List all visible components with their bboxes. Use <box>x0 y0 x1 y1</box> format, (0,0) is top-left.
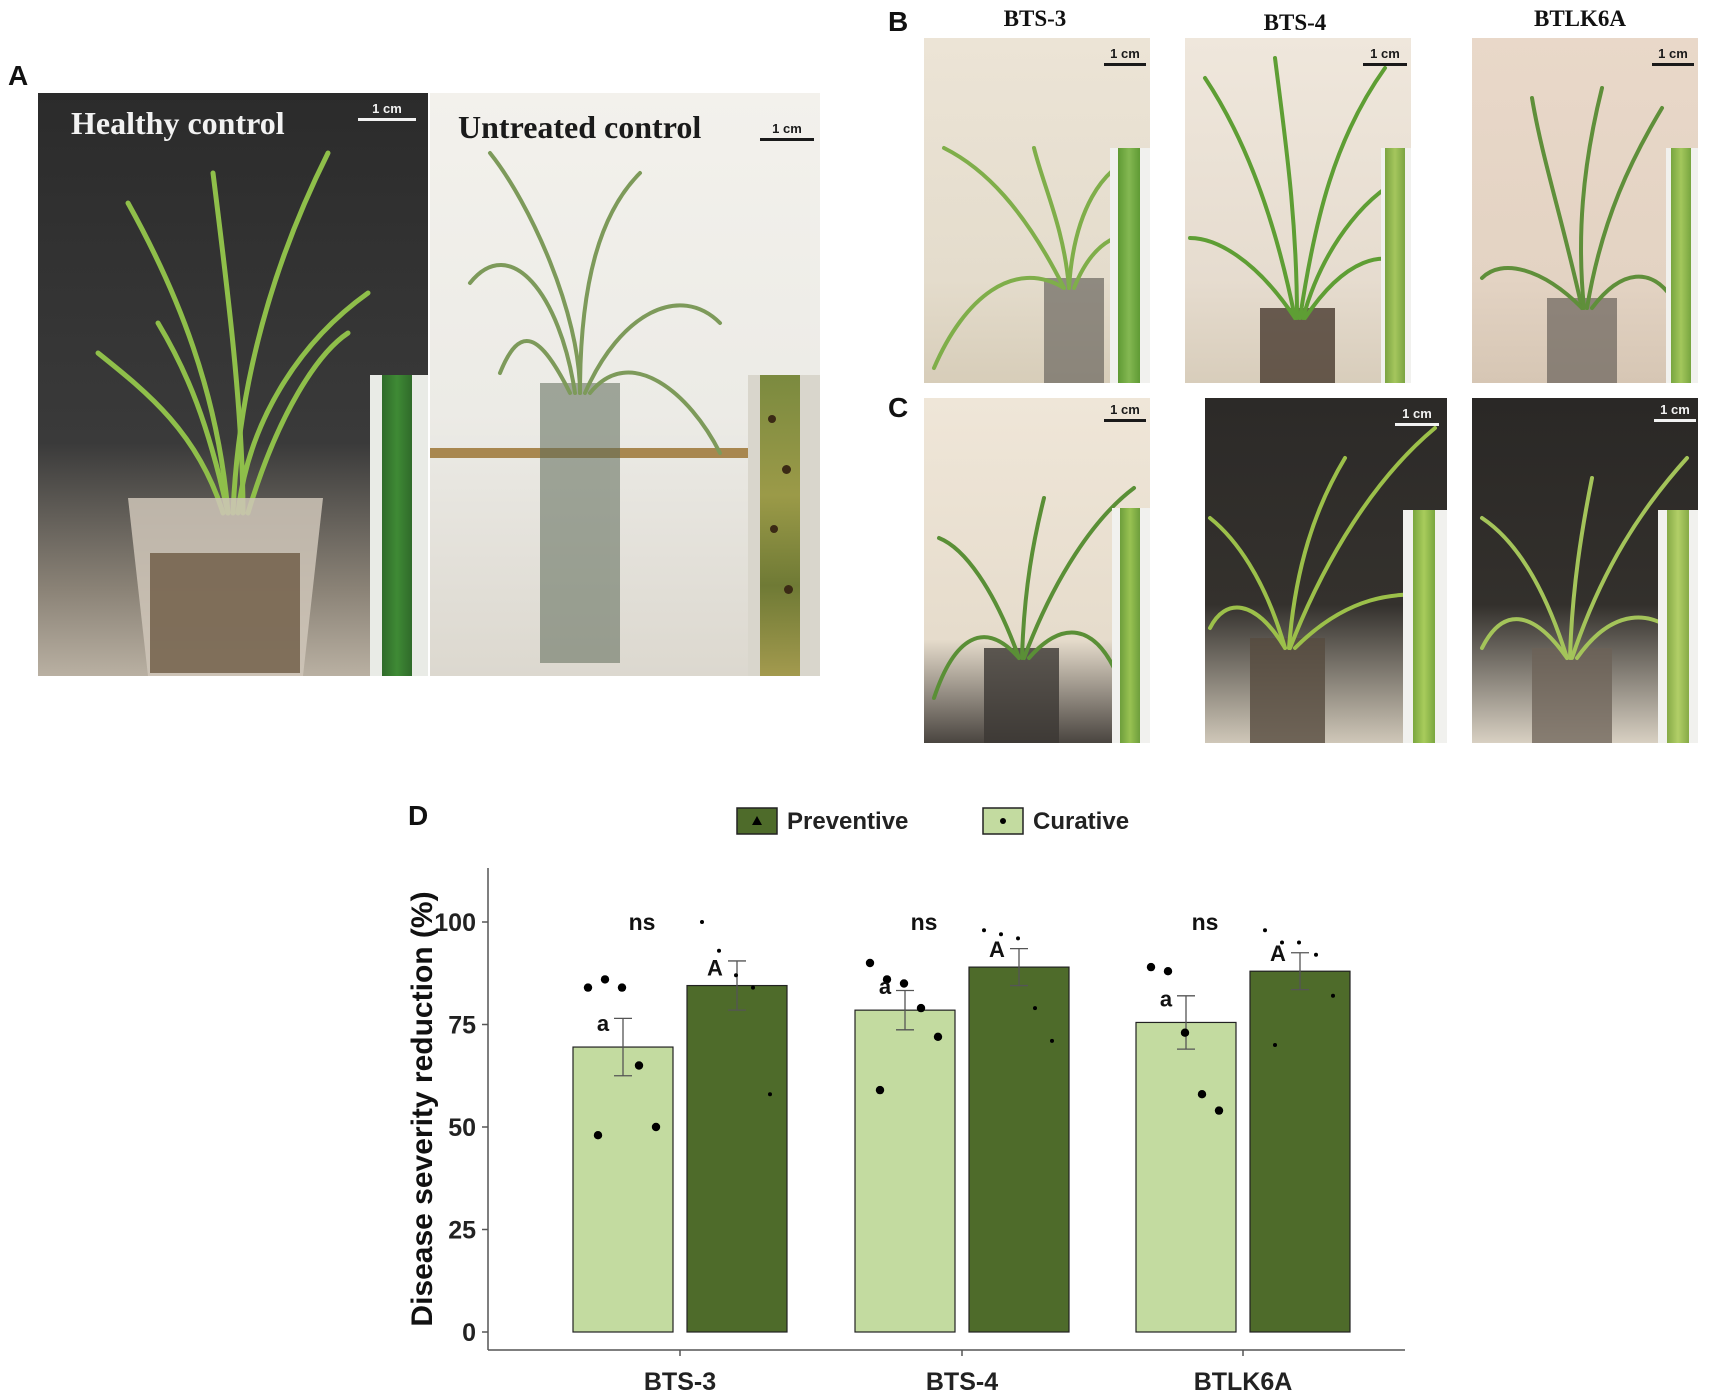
group-letter: A <box>1270 941 1286 966</box>
group-letter: a <box>1160 986 1173 1011</box>
data-point <box>916 1003 926 1013</box>
data-point <box>1146 962 1156 972</box>
data-point <box>1273 1043 1277 1047</box>
data-point <box>1197 1090 1207 1099</box>
leaf-inset-c2 <box>1403 510 1447 743</box>
data-point <box>1314 952 1318 957</box>
x-tick-label: BTS-3 <box>644 1368 716 1396</box>
y-tick-label: 75 <box>448 1012 476 1040</box>
group-letter: A <box>707 956 723 981</box>
preventive-bts3-photo: 1 cm <box>924 38 1150 383</box>
y-tick-label: 50 <box>448 1114 476 1142</box>
untreated-control-photo: Untreated control 1 cm <box>430 93 820 676</box>
preventive-bts4-photo: 1 cm <box>1185 38 1411 383</box>
leaf-inset-b2 <box>1381 148 1411 383</box>
scale-bar-c2: 1 cm <box>1395 406 1439 426</box>
y-tick-label: 100 <box>434 909 476 937</box>
preventive-bar <box>968 966 1070 1333</box>
data-point <box>1214 1106 1224 1115</box>
data-point <box>768 1092 772 1097</box>
y-tick-label: 0 <box>462 1319 476 1347</box>
panel-d-letter: D <box>408 800 429 831</box>
col-title-bts4: BTS-4 <box>1263 10 1327 35</box>
healthy-leaf-inset <box>370 375 428 676</box>
significance-label: ns <box>629 909 656 935</box>
data-point <box>875 1085 885 1095</box>
y-tick-label: 25 <box>448 1217 476 1245</box>
healthy-control-photo: Healthy control 1 cm <box>38 93 428 676</box>
data-point <box>600 975 610 984</box>
data-point <box>617 983 627 992</box>
untreated-leaf-inset <box>748 375 820 676</box>
legend-label-preventive: Preventive <box>787 808 908 835</box>
preventive-bar <box>686 984 788 1333</box>
curative-bar <box>854 1009 956 1333</box>
data-point <box>1163 967 1173 976</box>
data-point <box>717 948 721 953</box>
curative-bts3-photo: 1 cm <box>924 398 1150 743</box>
legend-label-curative: Curative <box>1033 808 1129 835</box>
scale-bar-b1: 1 cm <box>1104 46 1146 66</box>
legend-marker <box>1000 818 1006 824</box>
untreated-control-label: Untreated control <box>458 109 702 145</box>
preventive-bar <box>1249 970 1351 1333</box>
data-point <box>700 920 704 924</box>
data-point <box>865 958 875 968</box>
panel-a-letter: A <box>8 60 29 91</box>
legend-marker <box>752 816 762 825</box>
healthy-control-label: Healthy control <box>71 105 285 141</box>
data-point <box>651 1122 661 1132</box>
curative-bts4-photo: 1 cm <box>1205 398 1447 743</box>
data-point <box>583 983 593 992</box>
leaf-inset-b1 <box>1110 148 1150 383</box>
curative-bar <box>572 1046 674 1333</box>
leaf-inset-b3 <box>1666 148 1698 383</box>
data-point <box>593 1131 603 1140</box>
curative-btlk6a-photo: 1 cm <box>1472 398 1698 743</box>
data-point <box>1297 940 1301 945</box>
preventive-btlk6a-photo: 1 cm <box>1472 38 1698 383</box>
data-point <box>1180 1028 1190 1037</box>
group-letter: a <box>597 1011 610 1036</box>
leaf-inset-c3 <box>1658 510 1698 743</box>
scale-bar-c3: 1 cm <box>1654 402 1696 422</box>
data-point <box>1016 936 1020 941</box>
col-title-btlk6a: BTLK6A <box>1533 6 1627 31</box>
data-point <box>1331 993 1335 998</box>
scale-bar-b3: 1 cm <box>1652 46 1694 66</box>
data-point <box>982 928 986 933</box>
data-point <box>1263 928 1267 933</box>
curative-bar <box>1135 1021 1237 1333</box>
data-point <box>999 932 1003 937</box>
x-tick-label: BTS-4 <box>926 1368 998 1396</box>
data-point <box>882 975 892 984</box>
scale-bar-a2: 1 cm <box>760 121 814 141</box>
data-point <box>1050 1038 1054 1043</box>
data-point <box>734 973 738 978</box>
significance-label: ns <box>911 909 938 935</box>
data-point <box>751 985 755 990</box>
group-letter: A <box>989 937 1005 962</box>
significance-label: ns <box>1192 909 1219 935</box>
panel-c-letter: C <box>888 392 909 423</box>
col-title-bts3: BTS-3 <box>1003 6 1067 31</box>
leaf-inset-c1 <box>1112 508 1150 743</box>
data-point <box>933 1032 943 1041</box>
group-letter: a <box>879 974 892 999</box>
data-point <box>634 1061 644 1070</box>
panel-b-letter: B <box>888 6 909 37</box>
scale-bar-c1: 1 cm <box>1104 402 1146 422</box>
x-tick-label: BTLK6A <box>1194 1368 1293 1396</box>
scale-bar-b2: 1 cm <box>1363 46 1407 66</box>
y-axis-label: Disease severity reduction (%) <box>406 891 439 1326</box>
data-point <box>1033 1006 1037 1011</box>
scale-bar-a1: 1 cm <box>358 101 416 121</box>
data-point <box>899 979 909 988</box>
data-point <box>1280 940 1284 945</box>
